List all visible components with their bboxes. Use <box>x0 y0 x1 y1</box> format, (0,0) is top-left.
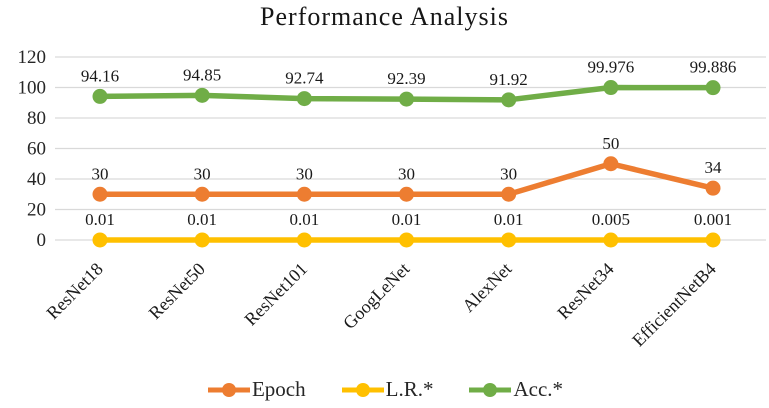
series-acc-marker <box>296 91 312 107</box>
series-lr-value-label: 0.01 <box>187 210 217 229</box>
series-epoch-value-label: 30 <box>296 164 313 183</box>
legend-label-acc: Acc.* <box>513 377 564 401</box>
series-lr-value-label: 0.01 <box>85 210 115 229</box>
legend-item-epoch: Epoch <box>206 377 306 402</box>
x-axis-label: ResNet101 <box>240 259 311 330</box>
x-axis-label: ResNet34 <box>553 259 617 323</box>
series-acc-value-label: 92.39 <box>387 69 425 88</box>
series-lr-value-label: 0.001 <box>694 210 732 229</box>
series-acc-marker <box>399 91 415 107</box>
series-lr-value-label: 0.005 <box>592 210 630 229</box>
series-epoch-value-label: 30 <box>500 164 517 183</box>
plot-area: 0 20 40 60 80 100 120 ResNet18 ResNet50 ResNet101… <box>18 47 766 351</box>
legend-dot-icon <box>355 382 370 397</box>
series-epoch-value-label: 34 <box>705 158 723 177</box>
series-lr-value-label: 0.01 <box>289 210 319 229</box>
legend: Epoch L.R.* Acc.* <box>0 377 769 402</box>
chart-title: Performance Analysis <box>260 2 509 31</box>
series-acc-value-label: 91.92 <box>490 70 528 89</box>
series-lr-marker <box>501 232 517 248</box>
series-lr-value-label: 0.01 <box>494 210 524 229</box>
legend-item-lr: L.R.* <box>340 377 434 402</box>
series-acc-marker <box>194 87 210 103</box>
series-acc-value-label: 92.74 <box>285 69 324 88</box>
x-axis-label: EfficientNetB4 <box>628 259 720 351</box>
y-tick-label: 60 <box>27 139 46 160</box>
legend-dot-icon <box>221 382 236 397</box>
series-epoch-marker <box>501 186 517 202</box>
legend-item-acc: Acc.* <box>467 377 563 402</box>
series-acc-marker <box>603 80 619 96</box>
series-epoch-value-label: 30 <box>92 164 109 183</box>
legend-marker-lr-icon <box>341 382 384 397</box>
series-lr-marker <box>296 232 312 248</box>
series-acc-marker <box>501 92 517 108</box>
series-lr-value-label: 0.01 <box>392 210 422 229</box>
series-epoch-marker <box>296 186 312 202</box>
y-tick-label: 40 <box>27 169 46 190</box>
series-acc-value-label: 99.886 <box>690 58 737 77</box>
x-axis-label: GoogLeNet <box>339 259 413 333</box>
series-acc-marker <box>705 80 721 96</box>
series-acc-value-label: 94.16 <box>81 66 119 85</box>
series-epoch-marker <box>399 186 415 202</box>
series-lr-marker <box>705 232 721 248</box>
series-epoch-value-label: 30 <box>194 164 211 183</box>
y-tick-label: 0 <box>37 230 47 251</box>
y-tick-label: 20 <box>27 200 46 221</box>
series-epoch-marker <box>705 180 721 196</box>
legend-label-lr: L.R.* <box>385 377 434 401</box>
series-acc-marker <box>92 88 108 104</box>
series-lr-marker <box>603 232 619 248</box>
x-axis-label: ResNet18 <box>42 259 106 323</box>
legend-dot-icon <box>483 382 498 397</box>
legend-label-epoch: Epoch <box>251 377 306 401</box>
series-epoch-marker <box>603 156 619 172</box>
x-axis-label: AlexNet <box>458 259 515 316</box>
series-acc-value-label: 94.85 <box>183 65 221 84</box>
y-tick-label: 80 <box>27 108 46 129</box>
series-epoch-value-label: 30 <box>398 164 415 183</box>
y-tick-label: 120 <box>18 47 47 68</box>
series-epoch-value-label: 50 <box>602 134 619 153</box>
series-epoch-marker <box>92 186 108 202</box>
series-epoch-marker <box>194 186 210 202</box>
series-lr-marker <box>399 232 415 248</box>
legend-marker-acc-icon <box>469 382 512 397</box>
y-tick-label: 100 <box>18 78 47 99</box>
series-lr-marker <box>92 232 108 248</box>
legend-marker-epoch-icon <box>207 382 250 397</box>
series-acc-value-label: 99.976 <box>587 58 634 77</box>
series-lr-marker <box>194 232 210 248</box>
x-axis-label: ResNet50 <box>145 259 209 323</box>
